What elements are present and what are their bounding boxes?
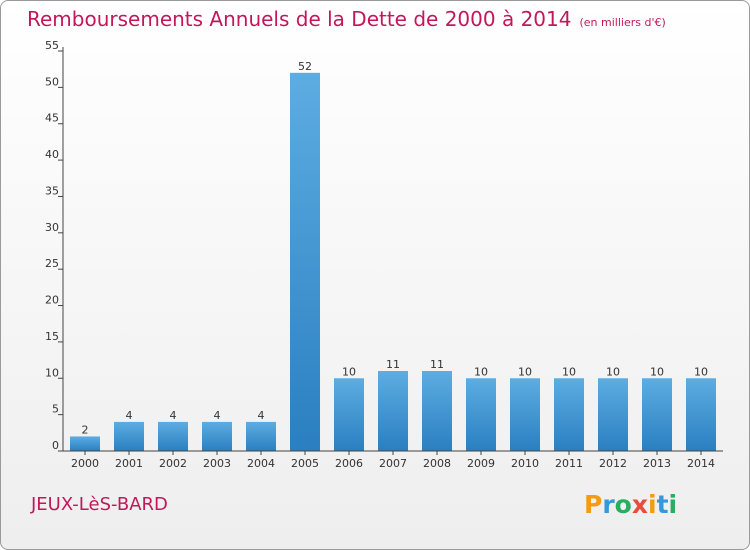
bar-2005 [290, 72, 320, 452]
value-label-2003: 4 [214, 409, 221, 422]
chart-title: Remboursements Annuels de la Dette de 20… [27, 7, 572, 31]
x-axis: 2000 2001 2002 2003 2004 2005 2006 2007 2008 2009… [63, 450, 723, 470]
bar-2014 [686, 378, 716, 451]
x-tick-label-2009: 2009 [467, 457, 495, 470]
logo-letter: i [648, 490, 657, 519]
value-label-2011: 10 [562, 365, 576, 378]
y-tick-label: 10 [45, 366, 59, 379]
x-tick-label-2002: 2002 [159, 457, 187, 470]
logo-letter: P [584, 490, 603, 519]
logo-letter: x [631, 490, 648, 519]
logo-letter: i [668, 490, 678, 519]
value-label-2005: 52 [298, 60, 312, 73]
x-tick-label-2013: 2013 [643, 457, 671, 470]
y-tick-label: 45 [45, 112, 59, 125]
value-label-2000: 2 [82, 423, 89, 436]
bars [70, 72, 716, 452]
y-axis: 0 5 10 15 20 25 30 35 40 45 50 55 [45, 39, 64, 452]
logo-letter: o [614, 490, 632, 519]
value-label-2013: 10 [650, 365, 664, 378]
bar-2001 [114, 421, 144, 451]
x-tick-label-2006: 2006 [335, 457, 363, 470]
x-tick-label-2011: 2011 [555, 457, 583, 470]
place-name: JEUX-LèS-BARD [31, 494, 168, 515]
y-tick-label: 5 [52, 403, 59, 416]
x-tick-label-2008: 2008 [423, 457, 451, 470]
chart-unit-note: (en milliers d'€) [579, 16, 666, 29]
value-label-2012: 10 [606, 365, 620, 378]
bar-2000 [70, 436, 100, 451]
y-tick-label: 35 [45, 184, 59, 197]
y-tick-label: 40 [45, 148, 59, 161]
y-tick-label: 55 [45, 39, 59, 52]
value-label-2014: 10 [694, 365, 708, 378]
bar-2013 [642, 378, 672, 451]
y-tick-label: 0 [52, 439, 59, 452]
bar-2009 [466, 378, 496, 451]
value-label-2001: 4 [126, 409, 133, 422]
bar-2012 [598, 378, 628, 451]
x-tick-label-2001: 2001 [115, 457, 143, 470]
bar-2008 [422, 371, 452, 451]
value-label-2009: 10 [474, 365, 488, 378]
bar-2010 [510, 378, 540, 451]
bar-2011 [554, 378, 584, 451]
x-tick-label-2007: 2007 [379, 457, 407, 470]
value-label-2007: 11 [386, 358, 400, 371]
x-tick-label-2004: 2004 [247, 457, 275, 470]
proxiti-logo: Proxiti [584, 490, 677, 519]
chart-title-block: Remboursements Annuels de la Dette de 20… [27, 7, 666, 31]
value-label-2004: 4 [258, 409, 265, 422]
bar-2007 [378, 371, 408, 451]
value-label-2008: 11 [430, 358, 444, 371]
value-labels: 2 4 4 4 4 52 10 11 11 10 10 10 10 10 10 [82, 60, 709, 437]
x-tick-label-2010: 2010 [511, 457, 539, 470]
x-tick-label-2014: 2014 [687, 457, 715, 470]
bar-2002 [158, 421, 188, 451]
x-tick-label-2005: 2005 [291, 457, 319, 470]
x-tick-label-2003: 2003 [203, 457, 231, 470]
x-tick-label-2012: 2012 [599, 457, 627, 470]
x-tick-label-2000: 2000 [71, 457, 99, 470]
y-tick-label: 30 [45, 221, 59, 234]
value-label-2010: 10 [518, 365, 532, 378]
bar-2003 [202, 421, 232, 451]
value-label-2006: 10 [342, 365, 356, 378]
logo-letter: r [602, 490, 615, 519]
bar-2006 [334, 378, 364, 451]
y-tick-label: 25 [45, 257, 59, 270]
y-tick-label: 20 [45, 294, 59, 307]
logo-letter: t [656, 490, 669, 519]
value-label-2002: 4 [170, 409, 177, 422]
y-tick-label: 15 [45, 330, 59, 343]
bar-2004 [246, 421, 276, 451]
y-tick-label: 50 [45, 75, 59, 88]
